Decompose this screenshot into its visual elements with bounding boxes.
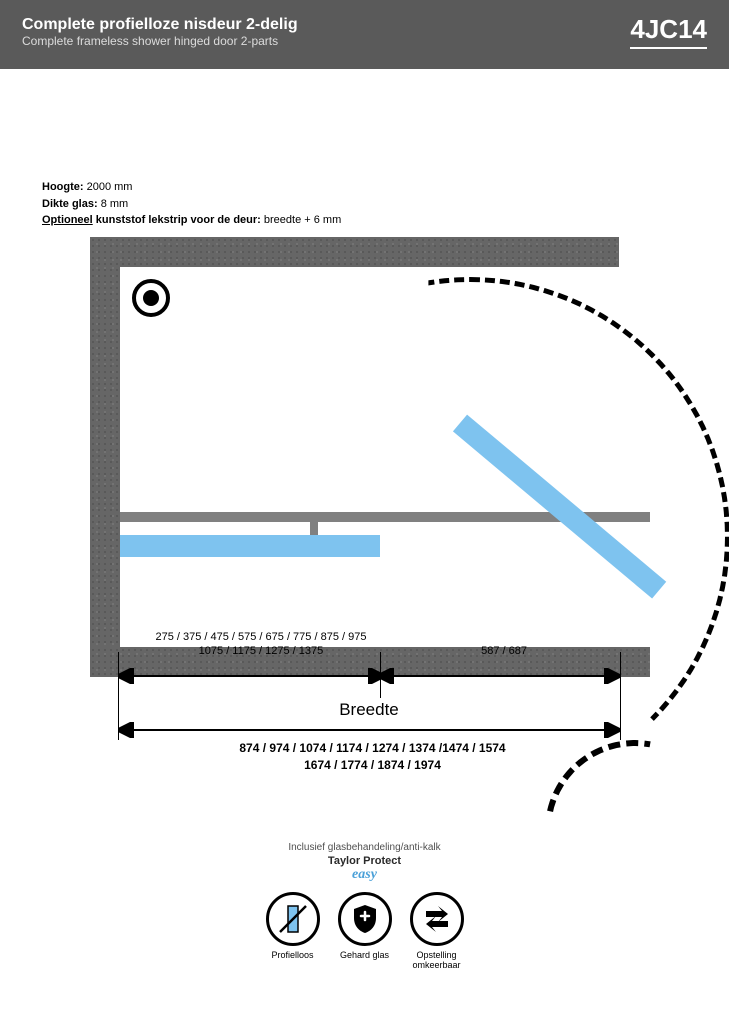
- dim-tick: [620, 690, 621, 740]
- spec-optional-label: Optioneel: [42, 214, 93, 226]
- spec-block: Hoogte: 2000 mm Dikte glas: 8 mm Optione…: [42, 179, 729, 229]
- header-titles: Complete profielloze nisdeur 2-delig Com…: [22, 16, 298, 48]
- treatment-block: Inclusief glasbehandeling/anti-kalk Tayl…: [0, 842, 729, 883]
- tempered-glass-icon: [338, 892, 392, 946]
- header-bar: Complete profielloze nisdeur 2-delig Com…: [0, 0, 729, 69]
- spec-glass-value: 8 mm: [101, 198, 129, 210]
- icon-label: Profielloos: [266, 950, 320, 960]
- spec-height-value: 2000 mm: [87, 181, 133, 193]
- spec-glass-label: Dikte glas:: [42, 198, 98, 210]
- fixed-panel-widths-2: 1075 / 1175 / 1275 / 1375: [199, 645, 324, 657]
- page-subtitle: Complete frameless shower hinged door 2-…: [22, 34, 298, 48]
- feature-icons-row: Profielloos Gehard glas Opstelling omkee…: [0, 892, 729, 970]
- page-title: Complete profielloze nisdeur 2-delig: [22, 16, 298, 34]
- reversible-icon: [410, 892, 464, 946]
- icon-label-1: Opstelling: [410, 950, 464, 960]
- spec-optional-text: kunststof lekstrip voor de deur:: [96, 214, 261, 226]
- total-width-label: Breedte: [118, 700, 620, 720]
- product-code: 4JC14: [630, 14, 707, 49]
- total-widths-2: 1674 / 1774 / 1874 / 1974: [115, 757, 630, 774]
- dimension-arrow-total: [118, 722, 620, 738]
- spec-height-label: Hoogte:: [42, 181, 84, 193]
- dimension-row-total: 874 / 974 / 1074 / 1174 / 1274 / 1374 /1…: [115, 740, 630, 774]
- technical-diagram: [90, 237, 650, 677]
- glass-fixed-panel: [120, 535, 380, 557]
- icon-label: Gehard glas: [338, 950, 392, 960]
- feature-icon-omkeerbaar: Opstelling omkeerbaar: [410, 892, 464, 970]
- dimension-row-segments: 275 / 375 / 475 / 575 / 675 / 775 / 875 …: [115, 630, 630, 659]
- feature-icon-gehard: Gehard glas: [338, 892, 392, 970]
- feature-icon-profielloos: Profielloos: [266, 892, 320, 970]
- treatment-text: Inclusief glasbehandeling/anti-kalk: [0, 842, 729, 853]
- door-widths: 587 / 687: [394, 645, 614, 657]
- wall-texture-left: [90, 237, 120, 677]
- fixed-panel-widths: 275 / 375 / 475 / 575 / 675 / 775 / 875 …: [155, 631, 366, 643]
- dimension-arrow-segments: [118, 668, 620, 684]
- wall-texture-top: [90, 237, 619, 267]
- spec-optional-value: breedte + 6 mm: [264, 214, 341, 226]
- frameless-icon: [266, 892, 320, 946]
- brand-variant: easy: [352, 867, 377, 882]
- brand-name: Taylor Protect: [328, 855, 401, 867]
- icon-label-2: omkeerbaar: [410, 960, 464, 970]
- door-knob-icon: [132, 279, 170, 317]
- total-widths-1: 874 / 974 / 1074 / 1174 / 1274 / 1374 /1…: [115, 740, 630, 757]
